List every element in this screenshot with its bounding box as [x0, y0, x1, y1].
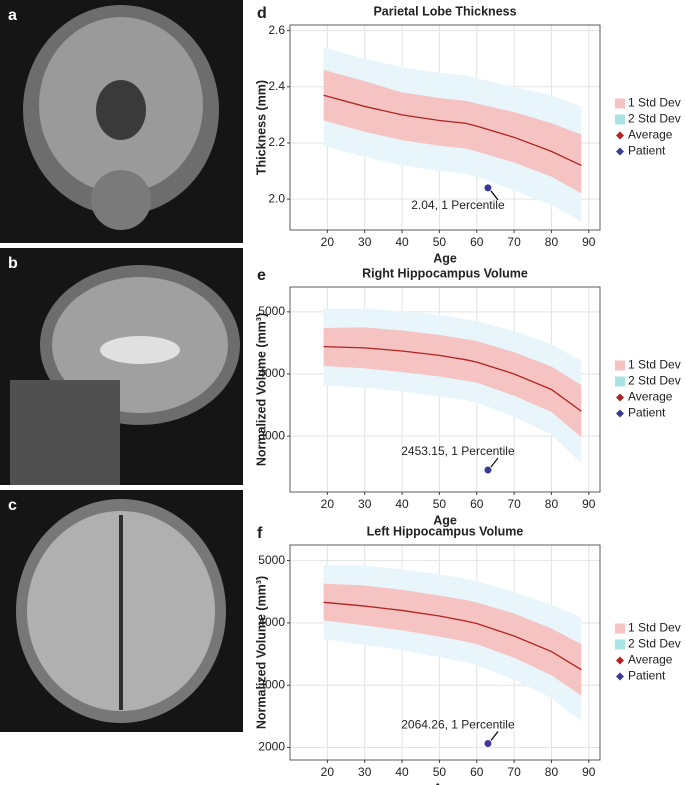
y-tick-label: 3000 — [258, 428, 285, 442]
y-axis-label: Normalized Volume (mm³) — [254, 313, 268, 466]
average-line — [323, 94, 582, 166]
legend-label: 2 Std Dev — [628, 374, 681, 388]
x-tick-label: 80 — [545, 765, 559, 779]
legend-marker — [616, 656, 624, 665]
x-tick-label: 30 — [358, 765, 372, 779]
annotation: 2064.26, 1 Percentile — [401, 718, 515, 732]
plot-border — [289, 544, 601, 761]
patient-point — [484, 740, 492, 748]
legend-marker — [616, 672, 624, 681]
legend-swatch — [615, 623, 625, 634]
annotation: 2453.15, 1 Percentile — [401, 444, 515, 458]
legend-label: 1 Std Dev — [628, 358, 681, 372]
annotation-arrow — [490, 457, 499, 468]
panel-label: a — [8, 7, 17, 24]
band — [323, 583, 582, 696]
panel-label: b — [8, 255, 18, 272]
legend-label: 1 Std Dev — [628, 621, 681, 635]
legend-label: Average — [628, 128, 673, 142]
chart-title: Left Hippocampus Volume — [367, 524, 524, 538]
annotation-arrow — [490, 190, 499, 201]
legend-label: Patient — [628, 144, 666, 158]
y-tick-label: 2.4 — [268, 79, 285, 93]
x-tick-label: 90 — [582, 765, 596, 779]
y-tick-label: 5000 — [258, 304, 285, 318]
x-tick-label: 50 — [433, 235, 447, 249]
chart-title: Right Hippocampus Volume — [362, 266, 528, 280]
patient-point — [484, 466, 492, 474]
legend-swatch — [615, 639, 625, 650]
y-tick-label: 2.6 — [268, 23, 285, 37]
annotation: 2.04, 1 Percentile — [411, 198, 505, 212]
x-tick-label: 20 — [321, 765, 335, 779]
x-axis-label: Age — [433, 781, 457, 785]
y-axis-label: Normalized Volume (mm³) — [254, 576, 268, 729]
legend-label: Average — [628, 653, 673, 667]
legend-swatch — [615, 98, 625, 109]
plot-border — [289, 24, 601, 231]
patient-point — [484, 184, 492, 192]
legend-marker — [616, 131, 624, 140]
y-tick-label: 2.0 — [268, 191, 285, 205]
x-tick-label: 40 — [395, 765, 409, 779]
legend-swatch — [615, 360, 625, 371]
x-tick-label: 30 — [358, 497, 372, 511]
y-axis-label: Thickness (mm) — [254, 80, 268, 175]
x-tick-label: 30 — [358, 235, 372, 249]
mri-axial: c — [0, 490, 243, 732]
average-line — [323, 601, 582, 671]
panel-label: d — [257, 5, 267, 22]
chart-title: Parietal Lobe Thickness — [373, 4, 516, 18]
y-tick-label: 5000 — [258, 553, 285, 567]
legend-label: 2 Std Dev — [628, 637, 681, 651]
x-tick-label: 60 — [470, 497, 484, 511]
y-tick-label: 4000 — [258, 366, 285, 380]
panel-label: f — [257, 525, 263, 542]
x-axis-label: Age — [433, 251, 457, 265]
x-tick-label: 90 — [582, 497, 596, 511]
legend-marker — [616, 409, 624, 418]
x-tick-label: 90 — [582, 235, 596, 249]
x-tick-label: 60 — [470, 765, 484, 779]
legend-label: Average — [628, 390, 673, 404]
y-tick-label: 2000 — [258, 740, 285, 754]
plot-border — [289, 286, 601, 493]
band — [323, 327, 582, 438]
y-tick-label: 4000 — [258, 615, 285, 629]
x-tick-label: 70 — [507, 235, 521, 249]
x-tick-label: 70 — [507, 497, 521, 511]
band — [323, 69, 582, 194]
x-tick-label: 40 — [395, 235, 409, 249]
x-tick-label: 40 — [395, 497, 409, 511]
panel-label: c — [8, 497, 17, 514]
x-tick-label: 60 — [470, 235, 484, 249]
legend-label: 2 Std Dev — [628, 112, 681, 126]
y-tick-label: 2.2 — [268, 135, 285, 149]
x-tick-label: 20 — [321, 235, 335, 249]
legend-label: 1 Std Dev — [628, 96, 681, 110]
x-tick-label: 50 — [433, 497, 447, 511]
x-axis-label: Age — [433, 513, 457, 527]
legend-label: Patient — [628, 406, 666, 420]
y-tick-label: 3000 — [258, 677, 285, 691]
legend-marker — [616, 147, 624, 156]
legend-marker — [616, 393, 624, 402]
mri-coronal: a — [0, 0, 243, 243]
average-line — [323, 345, 582, 412]
x-tick-label: 20 — [321, 497, 335, 511]
legend-swatch — [615, 114, 625, 125]
mri-sagittal: b — [0, 248, 243, 485]
x-tick-label: 50 — [433, 765, 447, 779]
x-tick-label: 70 — [507, 765, 521, 779]
x-tick-label: 80 — [545, 235, 559, 249]
legend-swatch — [615, 376, 625, 387]
annotation-arrow — [490, 731, 499, 741]
x-tick-label: 80 — [545, 497, 559, 511]
legend-label: Patient — [628, 669, 666, 683]
panel-label: e — [257, 267, 266, 284]
